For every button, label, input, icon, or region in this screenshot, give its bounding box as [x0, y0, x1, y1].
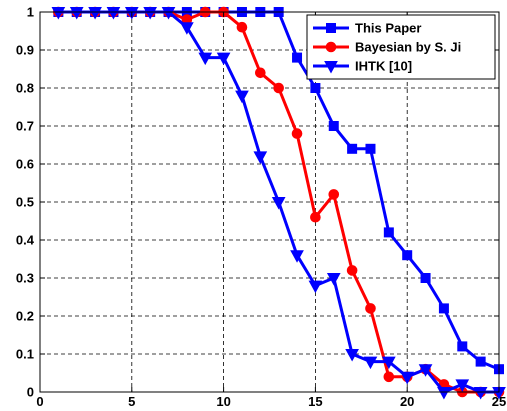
data-point [381, 356, 396, 370]
legend-label: Bayesian by S. Ji [355, 40, 461, 55]
data-point [328, 121, 339, 131]
data-point [180, 22, 194, 35]
data-point [51, 7, 66, 20]
data-point [216, 52, 231, 66]
data-point [326, 273, 341, 286]
data-point [292, 52, 303, 63]
legend-marker [326, 23, 336, 33]
data-point [328, 189, 340, 200]
x-tick-label: 15 [308, 394, 322, 409]
data-point [106, 7, 121, 20]
x-tick-label: 10 [216, 394, 230, 409]
data-point [235, 90, 249, 104]
legend-entry: IHTK [10] [313, 59, 412, 74]
y-tick-label: 0.2 [16, 309, 34, 324]
x-tick-label: 0 [36, 394, 43, 409]
data-point [383, 227, 394, 238]
data-point [437, 387, 451, 400]
data-point [438, 303, 449, 314]
legend-label: This Paper [355, 21, 421, 36]
data-point [255, 67, 266, 79]
data-point [365, 303, 376, 314]
legend-entry: Bayesian by S. Ji [313, 40, 461, 55]
data-point [69, 7, 84, 20]
y-tick-label: 0.4 [16, 233, 35, 248]
y-tick-label: 0.7 [16, 119, 34, 134]
y-tick-label: 0.1 [16, 347, 34, 362]
data-point [271, 197, 286, 210]
data-point [402, 250, 413, 261]
data-point [347, 143, 358, 154]
data-point [161, 7, 176, 20]
data-point [236, 21, 248, 33]
y-tick-label: 0 [27, 385, 34, 400]
data-point [345, 349, 359, 362]
legend-marker [324, 61, 338, 74]
data-point [198, 52, 213, 66]
data-point [308, 280, 323, 294]
data-point [273, 82, 284, 94]
data-point [475, 356, 486, 367]
data-point [457, 341, 468, 352]
data-point [290, 250, 304, 263]
data-point [88, 7, 102, 20]
data-point [291, 128, 303, 139]
data-point [365, 143, 376, 154]
data-point [420, 273, 431, 283]
data-point [346, 265, 358, 276]
legend-entry: This Paper [313, 21, 421, 36]
data-point [253, 151, 268, 164]
legend-marker [325, 41, 337, 53]
data-point [455, 379, 470, 392]
data-point [310, 83, 321, 93]
legend: This Paper Bayesian by S. Ji IHTK [10] [306, 14, 496, 80]
data-point [418, 364, 433, 377]
x-tick-label: 25 [492, 394, 506, 409]
y-tick-label: 0.8 [16, 81, 34, 96]
x-tick-label: 5 [128, 394, 135, 409]
y-tick-label: 0.5 [16, 195, 34, 210]
data-point [310, 211, 321, 223]
data-point [400, 371, 415, 385]
data-point [363, 356, 378, 370]
y-tick-label: 0.3 [16, 271, 34, 286]
data-point [473, 387, 488, 400]
data-point [383, 371, 395, 383]
x-tick-label: 20 [400, 394, 414, 409]
legend-label: IHTK [10] [355, 59, 412, 74]
y-tick-label: 0.6 [16, 157, 34, 172]
axis-ticks: 0 5 10 15 20 25 0 0.1 0.2 0.3 0.4 0.5 0.6 0.7 0.8 0.9 1 [16, 5, 506, 410]
y-tick-label: 0.9 [16, 43, 34, 58]
data-point [143, 7, 158, 20]
y-tick-label: 1 [27, 5, 34, 20]
